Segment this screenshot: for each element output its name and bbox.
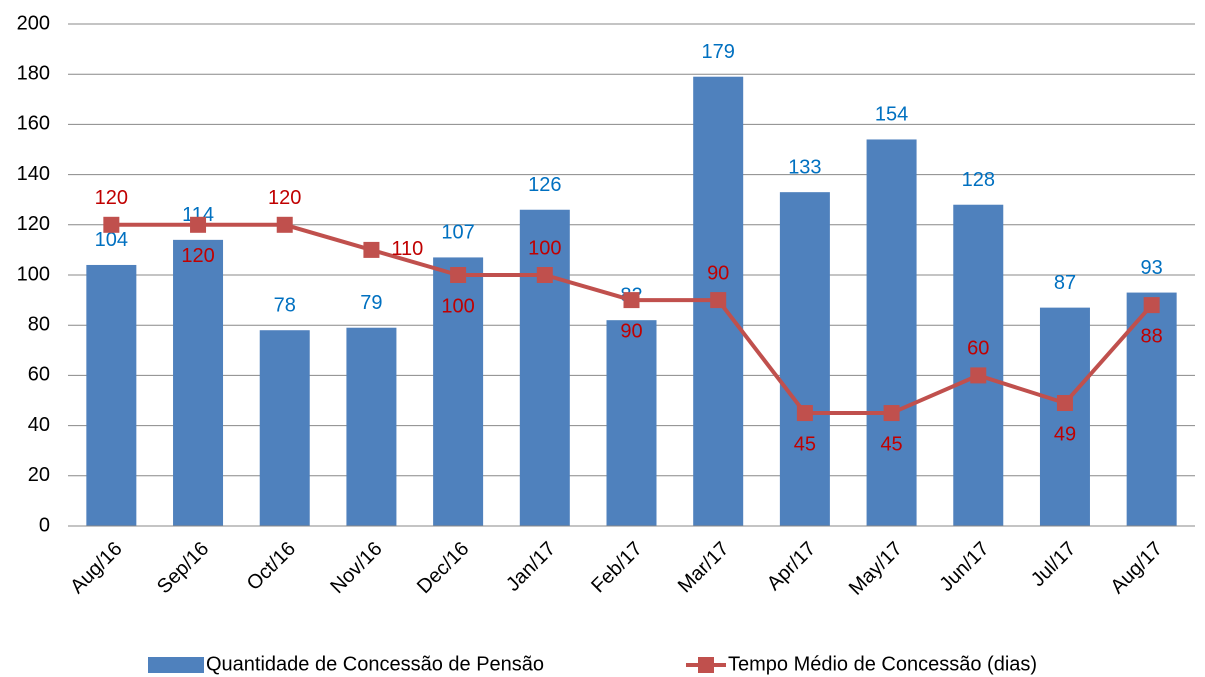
bar-label: 154 [875,104,908,126]
line-label: 45 [880,433,902,455]
bar [866,139,917,526]
y-tick-label: 180 [17,62,50,84]
y-tick-label: 40 [28,414,50,436]
line-marker [883,405,900,422]
bar [1039,307,1090,526]
line-label: 110 [391,238,423,260]
bar [1126,292,1177,526]
bar [173,239,224,527]
bar-label: 126 [528,174,561,196]
y-tick-label: 100 [17,263,50,285]
bar-label: 107 [441,222,474,244]
line-label: 100 [528,237,561,259]
bar [86,264,137,526]
x-tick-label: Oct/16 [243,538,300,595]
line-marker [1143,297,1160,314]
line-label: 120 [95,187,128,209]
bar [259,330,310,526]
line-marker [970,367,987,384]
y-tick-label: 80 [28,313,50,335]
line-label: 120 [181,245,214,267]
bar-label: 128 [962,169,995,191]
line-marker [710,292,727,309]
x-tick-label: Jan/17 [502,538,560,596]
legend-swatch [698,657,714,673]
line-label: 90 [707,262,729,284]
bar [779,192,830,527]
line-marker [450,267,467,283]
line-marker [536,267,553,283]
x-tick-label: Feb/17 [587,538,647,598]
line-marker [103,216,120,233]
line-label: 90 [620,320,642,342]
x-tick-label: Nov/16 [326,538,386,598]
y-tick-label: 20 [28,464,50,486]
line-marker [1056,395,1073,412]
x-tick-label: Apr/17 [763,538,820,595]
line-marker [623,292,640,309]
bar-label: 93 [1141,257,1163,279]
x-tick-label: Aug/16 [66,538,126,598]
line-marker [796,405,813,422]
bar-label: 133 [788,156,821,178]
bar [519,209,570,527]
bar-label: 78 [274,295,296,317]
bar [346,327,397,526]
line-label: 60 [967,338,989,360]
y-tick-label: 0 [39,514,50,536]
bar [606,320,657,526]
line-label: 120 [268,187,301,209]
bar [953,204,1004,526]
bar-label: 179 [702,41,735,63]
bar [433,257,484,526]
x-tick-label: Sep/16 [153,538,213,598]
line-label: 49 [1054,423,1076,445]
y-tick-label: 160 [17,113,50,135]
y-tick-label: 60 [28,364,50,386]
line-label: 88 [1141,325,1163,347]
x-tick-label: Mar/17 [674,538,734,598]
line-marker [190,216,207,233]
line-label: 100 [441,295,474,317]
legend-label: Tempo Médio de Concessão (dias) [728,653,1037,675]
x-tick-label: Dec/16 [413,538,473,598]
legend-swatch [148,657,204,673]
line-marker [276,216,293,233]
x-tick-label: May/17 [845,538,907,600]
bar-label: 87 [1054,272,1076,294]
y-tick-label: 140 [17,163,50,185]
line-label: 45 [794,433,816,455]
x-tick-label: Jun/17 [936,538,994,596]
line-marker [363,241,380,258]
y-tick-label: 200 [17,12,50,34]
bar-label: 79 [360,292,382,314]
x-tick-label: Aug/17 [1107,538,1167,598]
legend-label: Quantidade de Concessão de Pensão [206,653,544,675]
x-tick-label: Jul/17 [1027,538,1080,591]
y-tick-label: 120 [17,213,50,235]
bar-label: 104 [95,229,128,251]
